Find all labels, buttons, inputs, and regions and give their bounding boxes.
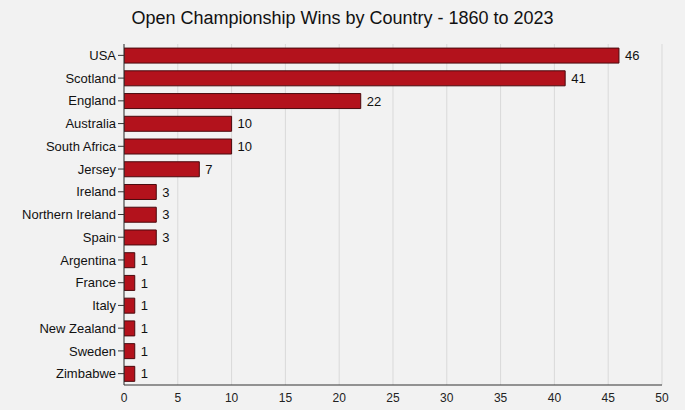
- svg-text:Spain: Spain: [83, 230, 116, 245]
- svg-text:45: 45: [602, 391, 616, 405]
- svg-text:1: 1: [141, 276, 148, 291]
- svg-text:3: 3: [162, 230, 169, 245]
- svg-text:Jersey: Jersey: [78, 162, 117, 177]
- svg-text:1: 1: [141, 344, 148, 359]
- svg-text:3: 3: [162, 185, 169, 200]
- svg-text:Italy: Italy: [92, 298, 116, 313]
- svg-text:50: 50: [655, 391, 669, 405]
- svg-text:1: 1: [141, 366, 148, 381]
- svg-text:0: 0: [121, 391, 128, 405]
- svg-text:Scotland: Scotland: [65, 71, 116, 86]
- svg-text:20: 20: [333, 391, 347, 405]
- svg-text:South Africa: South Africa: [46, 139, 117, 154]
- svg-text:41: 41: [571, 71, 585, 86]
- html-text:Open Championship Wins by Coun: Open Championship Wins by Country - 1860…: [131, 8, 554, 28]
- svg-text:25: 25: [386, 391, 400, 405]
- svg-text:5: 5: [174, 391, 181, 405]
- svg-text:15: 15: [279, 391, 293, 405]
- svg-text:Zimbabwe: Zimbabwe: [56, 366, 116, 381]
- svg-text:Sweden: Sweden: [69, 344, 116, 359]
- svg-text:Northern Ireland: Northern Ireland: [22, 207, 116, 222]
- svg-text:7: 7: [205, 162, 212, 177]
- svg-text:22: 22: [367, 94, 381, 109]
- svg-text:35: 35: [494, 391, 508, 405]
- svg-text:1: 1: [141, 253, 148, 268]
- svg-text:46: 46: [625, 48, 639, 63]
- svg-text:10: 10: [225, 391, 239, 405]
- svg-text:New Zealand: New Zealand: [39, 321, 116, 336]
- svg-text:10: 10: [238, 116, 252, 131]
- svg-text:Ireland: Ireland: [76, 184, 116, 199]
- svg-text:30: 30: [440, 391, 454, 405]
- svg-text:France: France: [76, 275, 116, 290]
- svg-text:3: 3: [162, 207, 169, 222]
- svg-text:Argentina: Argentina: [60, 253, 116, 268]
- svg-text:1: 1: [141, 321, 148, 336]
- svg-text:1: 1: [141, 298, 148, 313]
- svg-text:USA: USA: [89, 48, 116, 63]
- svg-text:10: 10: [238, 139, 252, 154]
- svg-text:Australia: Australia: [65, 116, 116, 131]
- svg-text:England: England: [68, 93, 116, 108]
- svg-text:40: 40: [548, 391, 562, 405]
